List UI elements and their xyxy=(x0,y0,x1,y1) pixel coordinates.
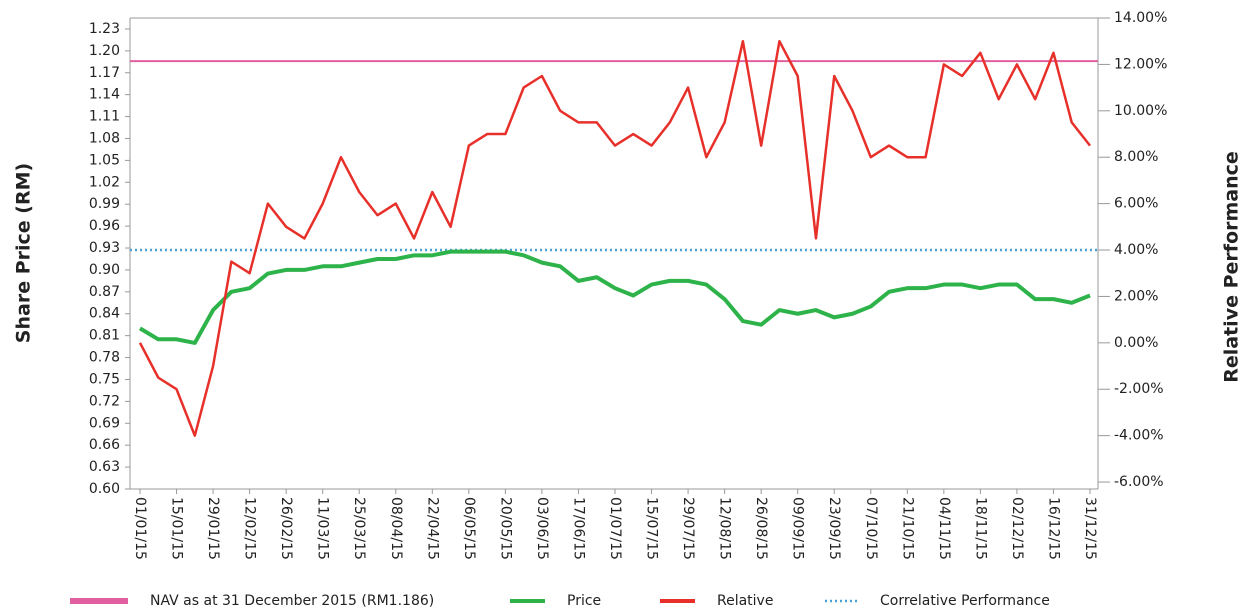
x-tick-label: 21/10/15 xyxy=(899,497,915,560)
x-tick-label: 03/06/15 xyxy=(534,497,550,560)
y-tick-label: 0.84 xyxy=(89,306,120,322)
series-line xyxy=(138,249,1091,345)
series-line xyxy=(138,39,1091,437)
x-tick-label: 15/01/15 xyxy=(169,497,185,560)
x-tick-label: 07/10/15 xyxy=(863,497,879,560)
y2-tick-label: 10.00% xyxy=(1114,103,1167,119)
x-tick-label: 17/06/15 xyxy=(570,497,586,560)
y2-tick-label: 2.00% xyxy=(1114,288,1158,304)
y2-tick-label: -6.00% xyxy=(1114,474,1164,490)
legend-label: Correlative Performance xyxy=(880,593,1050,609)
y-tick-label: 1.17 xyxy=(89,65,120,81)
y2-tick-label: 12.00% xyxy=(1114,56,1167,72)
y2-tick-label: 14.00% xyxy=(1114,10,1167,26)
legend-label: NAV as at 31 December 2015 (RM1.186) xyxy=(150,593,434,609)
y-axis-label: Share Price (RM) xyxy=(13,163,35,343)
y-tick-label: 0.69 xyxy=(89,415,120,431)
x-tick-label: 29/07/15 xyxy=(680,497,696,560)
x-tick-label: 15/07/15 xyxy=(644,497,660,560)
x-tick-label: 25/03/15 xyxy=(351,497,367,560)
y2-tick-label: 6.00% xyxy=(1114,196,1158,212)
y-tick-label: 1.08 xyxy=(89,130,120,146)
y-tick-label: 0.96 xyxy=(89,218,120,234)
y-tick-label: 0.78 xyxy=(89,350,120,366)
y2-tick-label: 0.00% xyxy=(1114,335,1158,351)
x-tick-label: 06/05/15 xyxy=(461,497,477,560)
y-tick-label: 1.02 xyxy=(89,174,120,190)
x-tick-label: 12/08/15 xyxy=(717,497,733,560)
y2-axis-label: Relative Performance xyxy=(1221,151,1243,383)
y-tick-label: 1.20 xyxy=(89,43,120,59)
x-tick-label: 04/11/15 xyxy=(936,497,952,560)
y-tick-label: 0.72 xyxy=(89,393,120,409)
y-tick-label: 0.90 xyxy=(89,262,120,278)
x-tick-label: 20/05/15 xyxy=(497,497,513,560)
y-tick-label: 0.63 xyxy=(89,459,120,475)
y-tick-label: 0.60 xyxy=(89,481,120,497)
legend-label: Price xyxy=(567,593,601,609)
x-tick-label: 01/07/15 xyxy=(607,497,623,560)
x-tick-label: 22/04/15 xyxy=(424,497,440,560)
x-tick-label: 18/11/15 xyxy=(972,497,988,560)
x-tick-label: 31/12/15 xyxy=(1082,497,1098,560)
y-tick-label: 0.75 xyxy=(89,371,120,387)
y-tick-label: 1.23 xyxy=(89,21,120,37)
x-tick-label: 26/08/15 xyxy=(753,497,769,560)
y-tick-label: 0.93 xyxy=(89,240,120,256)
y2-tick-label: 4.00% xyxy=(1114,242,1158,258)
x-tick-label: 16/12/15 xyxy=(1045,497,1061,560)
x-tick-label: 09/09/15 xyxy=(790,497,806,560)
x-tick-label: 23/09/15 xyxy=(826,497,842,560)
y2-tick-label: -2.00% xyxy=(1114,381,1164,397)
y2-tick-label: 8.00% xyxy=(1114,149,1158,165)
x-tick-label: 12/02/15 xyxy=(242,497,258,560)
y-tick-label: 1.05 xyxy=(89,152,120,168)
x-tick-label: 02/12/15 xyxy=(1009,497,1025,560)
y2-tick-label: -4.00% xyxy=(1114,428,1164,444)
x-tick-label: 11/03/15 xyxy=(315,497,331,560)
legend-label: Relative xyxy=(717,593,773,609)
x-tick-label: 26/02/15 xyxy=(278,497,294,560)
y-tick-label: 0.66 xyxy=(89,437,120,453)
x-tick-label: 08/04/15 xyxy=(388,497,404,560)
x-tick-label: 29/01/15 xyxy=(205,497,221,560)
y-tick-label: 0.87 xyxy=(89,284,120,300)
y-tick-label: 0.81 xyxy=(89,328,120,344)
y-tick-label: 1.14 xyxy=(89,87,120,103)
y-tick-label: 1.11 xyxy=(89,109,120,125)
y-tick-label: 0.99 xyxy=(89,196,120,212)
x-tick-label: 01/01/15 xyxy=(132,497,148,560)
